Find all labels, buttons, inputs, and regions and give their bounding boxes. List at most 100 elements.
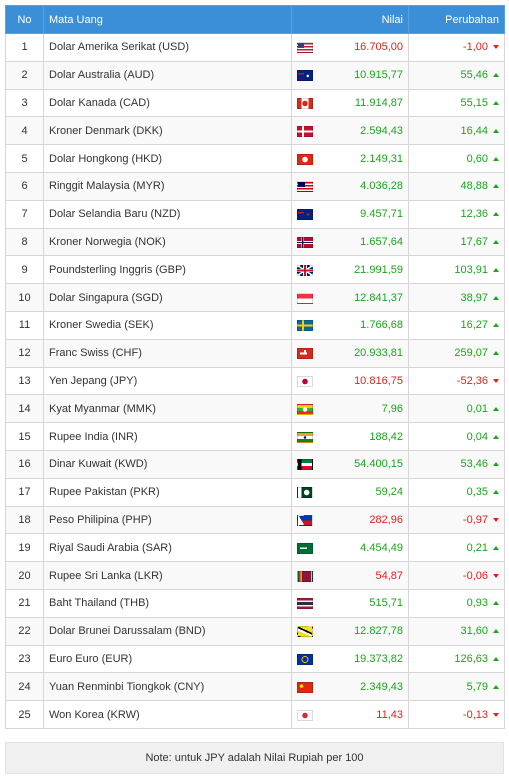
value-cell: 16.705,00 xyxy=(291,33,409,62)
table-row: 21 Baht Thailand (THB) 515,71 0,93 xyxy=(5,588,505,618)
change-cell: -0,06 xyxy=(408,561,505,590)
arrow-down-icon xyxy=(493,379,499,384)
currency-name: Kroner Swedia (SEK) xyxy=(43,310,292,340)
column-header-change: Perubahan xyxy=(408,5,505,34)
value-cell: 11.914,87 xyxy=(291,88,409,118)
row-number: 14 xyxy=(5,394,44,424)
rate-value: 54,87 xyxy=(375,569,403,582)
change-value: 0,93 xyxy=(466,597,488,610)
row-number: 25 xyxy=(5,700,44,729)
value-cell: 21.991,59 xyxy=(291,255,409,285)
value-cell: 54.400,15 xyxy=(291,449,409,479)
currency-name: Dolar Kanada (CAD) xyxy=(43,88,292,118)
kr-flag-icon xyxy=(297,709,313,721)
row-number: 21 xyxy=(5,588,44,618)
table-body: 1 Dolar Amerika Serikat (USD) 16.705,00 -1,… xyxy=(5,33,505,729)
currency-name: Franc Swiss (CHF) xyxy=(43,338,292,368)
currency-name: Peso Philipina (PHP) xyxy=(43,505,292,535)
arrow-up-icon xyxy=(493,295,499,300)
change-cell: -0,97 xyxy=(408,505,505,535)
table-row: 6 Ringgit Malaysia (MYR) 4.036,28 48,88 xyxy=(5,171,505,201)
value-cell: 188,42 xyxy=(291,422,409,451)
change-value: 259,07 xyxy=(454,347,488,360)
row-number: 19 xyxy=(5,533,44,563)
change-value: -0,13 xyxy=(462,708,488,721)
currency-name: Baht Thailand (THB) xyxy=(43,588,292,618)
jp-flag-icon xyxy=(297,375,313,387)
change-value: -1,00 xyxy=(462,41,488,54)
currency-name: Dolar Australia (AUD) xyxy=(43,60,292,90)
table-row: 20 Rupee Sri Lanka (LKR) 54,87 -0,06 xyxy=(5,561,505,590)
kw-flag-icon xyxy=(297,459,313,471)
arrow-up-icon xyxy=(493,434,499,439)
arrow-up-icon xyxy=(493,101,499,106)
currency-name: Poundsterling Inggris (GBP) xyxy=(43,255,292,285)
row-number: 13 xyxy=(5,366,44,396)
rate-value: 20.933,81 xyxy=(354,347,403,360)
value-cell: 59,24 xyxy=(291,477,409,507)
arrow-up-icon xyxy=(493,240,499,245)
table-header-row: No Mata Uang Nilai Perubahan xyxy=(5,5,505,34)
change-cell: 55,46 xyxy=(408,60,505,90)
change-cell: 31,60 xyxy=(408,616,505,646)
value-cell: 11,43 xyxy=(291,700,409,729)
row-number: 22 xyxy=(5,616,44,646)
arrow-up-icon xyxy=(493,184,499,189)
nz-flag-icon xyxy=(297,209,313,221)
currency-name: Won Korea (KRW) xyxy=(43,700,292,729)
rate-value: 19.373,82 xyxy=(354,652,403,665)
arrow-down-icon xyxy=(493,573,499,578)
rate-value: 2.594,43 xyxy=(360,124,403,137)
column-header-currency: Mata Uang xyxy=(43,5,292,34)
cn-flag-icon xyxy=(297,681,313,693)
pk-flag-icon xyxy=(297,487,313,499)
change-cell: 17,67 xyxy=(408,227,505,257)
table-row: 22 Dolar Brunei Darussalam (BND) 12.827,78… xyxy=(5,616,505,646)
change-value: 0,01 xyxy=(466,402,488,415)
rate-value: 2.149,31 xyxy=(360,152,403,165)
change-cell: 12,36 xyxy=(408,199,505,229)
value-cell: 10.816,75 xyxy=(291,366,409,396)
change-value: 55,15 xyxy=(460,96,488,109)
rate-value: 54.400,15 xyxy=(354,458,403,471)
lk-flag-icon xyxy=(297,570,313,582)
table-row: 23 Euro Euro (EUR) 19.373,82 126,63 xyxy=(5,644,505,674)
change-cell: 55,15 xyxy=(408,88,505,118)
arrow-down-icon xyxy=(493,518,499,523)
bn-flag-icon xyxy=(297,626,313,638)
change-value: 55,46 xyxy=(460,69,488,82)
arrow-up-icon xyxy=(493,73,499,78)
arrow-up-icon xyxy=(493,490,499,495)
currency-name: Rupee Pakistan (PKR) xyxy=(43,477,292,507)
table-row: 16 Dinar Kuwait (KWD) 54.400,15 53,46 xyxy=(5,449,505,479)
row-number: 3 xyxy=(5,88,44,118)
change-value: 53,46 xyxy=(460,458,488,471)
row-number: 20 xyxy=(5,561,44,590)
arrow-up-icon xyxy=(493,406,499,411)
currency-name: Yen Jepang (JPY) xyxy=(43,366,292,396)
change-cell: 0,35 xyxy=(408,477,505,507)
rate-value: 4.454,49 xyxy=(360,541,403,554)
column-header-no: No xyxy=(5,5,44,34)
table-row: 19 Riyal Saudi Arabia (SAR) 4.454,49 0,21 xyxy=(5,533,505,563)
currency-name: Dolar Selandia Baru (NZD) xyxy=(43,199,292,229)
value-cell: 1.657,64 xyxy=(291,227,409,257)
row-number: 16 xyxy=(5,449,44,479)
currency-name: Kroner Norwegia (NOK) xyxy=(43,227,292,257)
rate-value: 515,71 xyxy=(369,597,403,610)
rate-value: 59,24 xyxy=(375,486,403,499)
arrow-up-icon xyxy=(493,545,499,550)
row-number: 23 xyxy=(5,644,44,674)
arrow-up-icon xyxy=(493,156,499,161)
arrow-up-icon xyxy=(493,657,499,662)
currency-name: Dolar Amerika Serikat (USD) xyxy=(43,33,292,62)
arrow-up-icon xyxy=(493,351,499,356)
change-value: 0,60 xyxy=(466,152,488,165)
rate-value: 7,96 xyxy=(381,402,403,415)
row-number: 15 xyxy=(5,422,44,451)
rate-value: 9.457,71 xyxy=(360,208,403,221)
exchange-rate-table: No Mata Uang Nilai Perubahan 1 Dolar Amer… xyxy=(5,5,505,729)
arrow-up-icon xyxy=(493,212,499,217)
value-cell: 54,87 xyxy=(291,561,409,590)
row-number: 18 xyxy=(5,505,44,535)
